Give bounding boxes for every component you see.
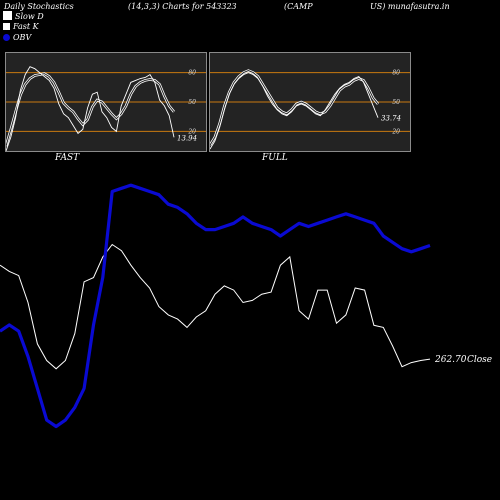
full-ytick-20: 20: [391, 128, 400, 135]
fast-k-swatch: [3, 23, 10, 30]
fast-ytick-80: 80: [188, 70, 196, 77]
header-company-part2: US) munafasutra.in: [370, 2, 450, 11]
header-params: (14,3,3) Charts for 543323: [128, 2, 237, 11]
header-title: Daily Stochastics: [4, 2, 74, 11]
full-panel-label: FULL: [262, 153, 288, 163]
fast-end-value: 13.94: [177, 134, 197, 142]
full-ytick-50: 50: [392, 99, 400, 106]
full-end-value: 33.74: [381, 115, 401, 123]
fast-ytick-20: 20: [187, 128, 196, 135]
full-fast-k-line: [210, 72, 379, 150]
fast-slow-d-inner: [6, 73, 175, 147]
close-price-line: [0, 243, 431, 370]
legend-fast-k: Fast K: [3, 22, 39, 31]
obv-line: [0, 183, 431, 429]
fast-panel-label: FAST: [55, 153, 80, 163]
full-slow-d-inner: [210, 70, 379, 146]
slow-d-swatch: [3, 11, 12, 20]
legend-obv: OBV: [3, 33, 31, 42]
fast-fast-k-line: [6, 66, 175, 151]
legend-fast-k-label: Fast K: [13, 22, 39, 31]
legend-slow-d-label: Slow D: [15, 12, 44, 21]
close-word-label: Close: [467, 355, 492, 365]
full-ytick-80: 80: [392, 70, 400, 77]
full-stochastic-plot: 80 50 20 33.74: [210, 69, 410, 150]
obv-swatch: [3, 34, 10, 41]
fast-ytick-50: 50: [188, 99, 196, 106]
full-stochastic-panel: 80 50 20 33.74: [209, 52, 411, 152]
legend-obv-label: OBV: [13, 33, 32, 42]
close-value-label: 262.70: [434, 355, 467, 365]
fast-stochastic-panel: 80 50 20 13.94: [5, 52, 207, 152]
header-company-part1: (CAMP: [284, 2, 313, 11]
legend-slow-d: Slow D: [3, 11, 44, 21]
